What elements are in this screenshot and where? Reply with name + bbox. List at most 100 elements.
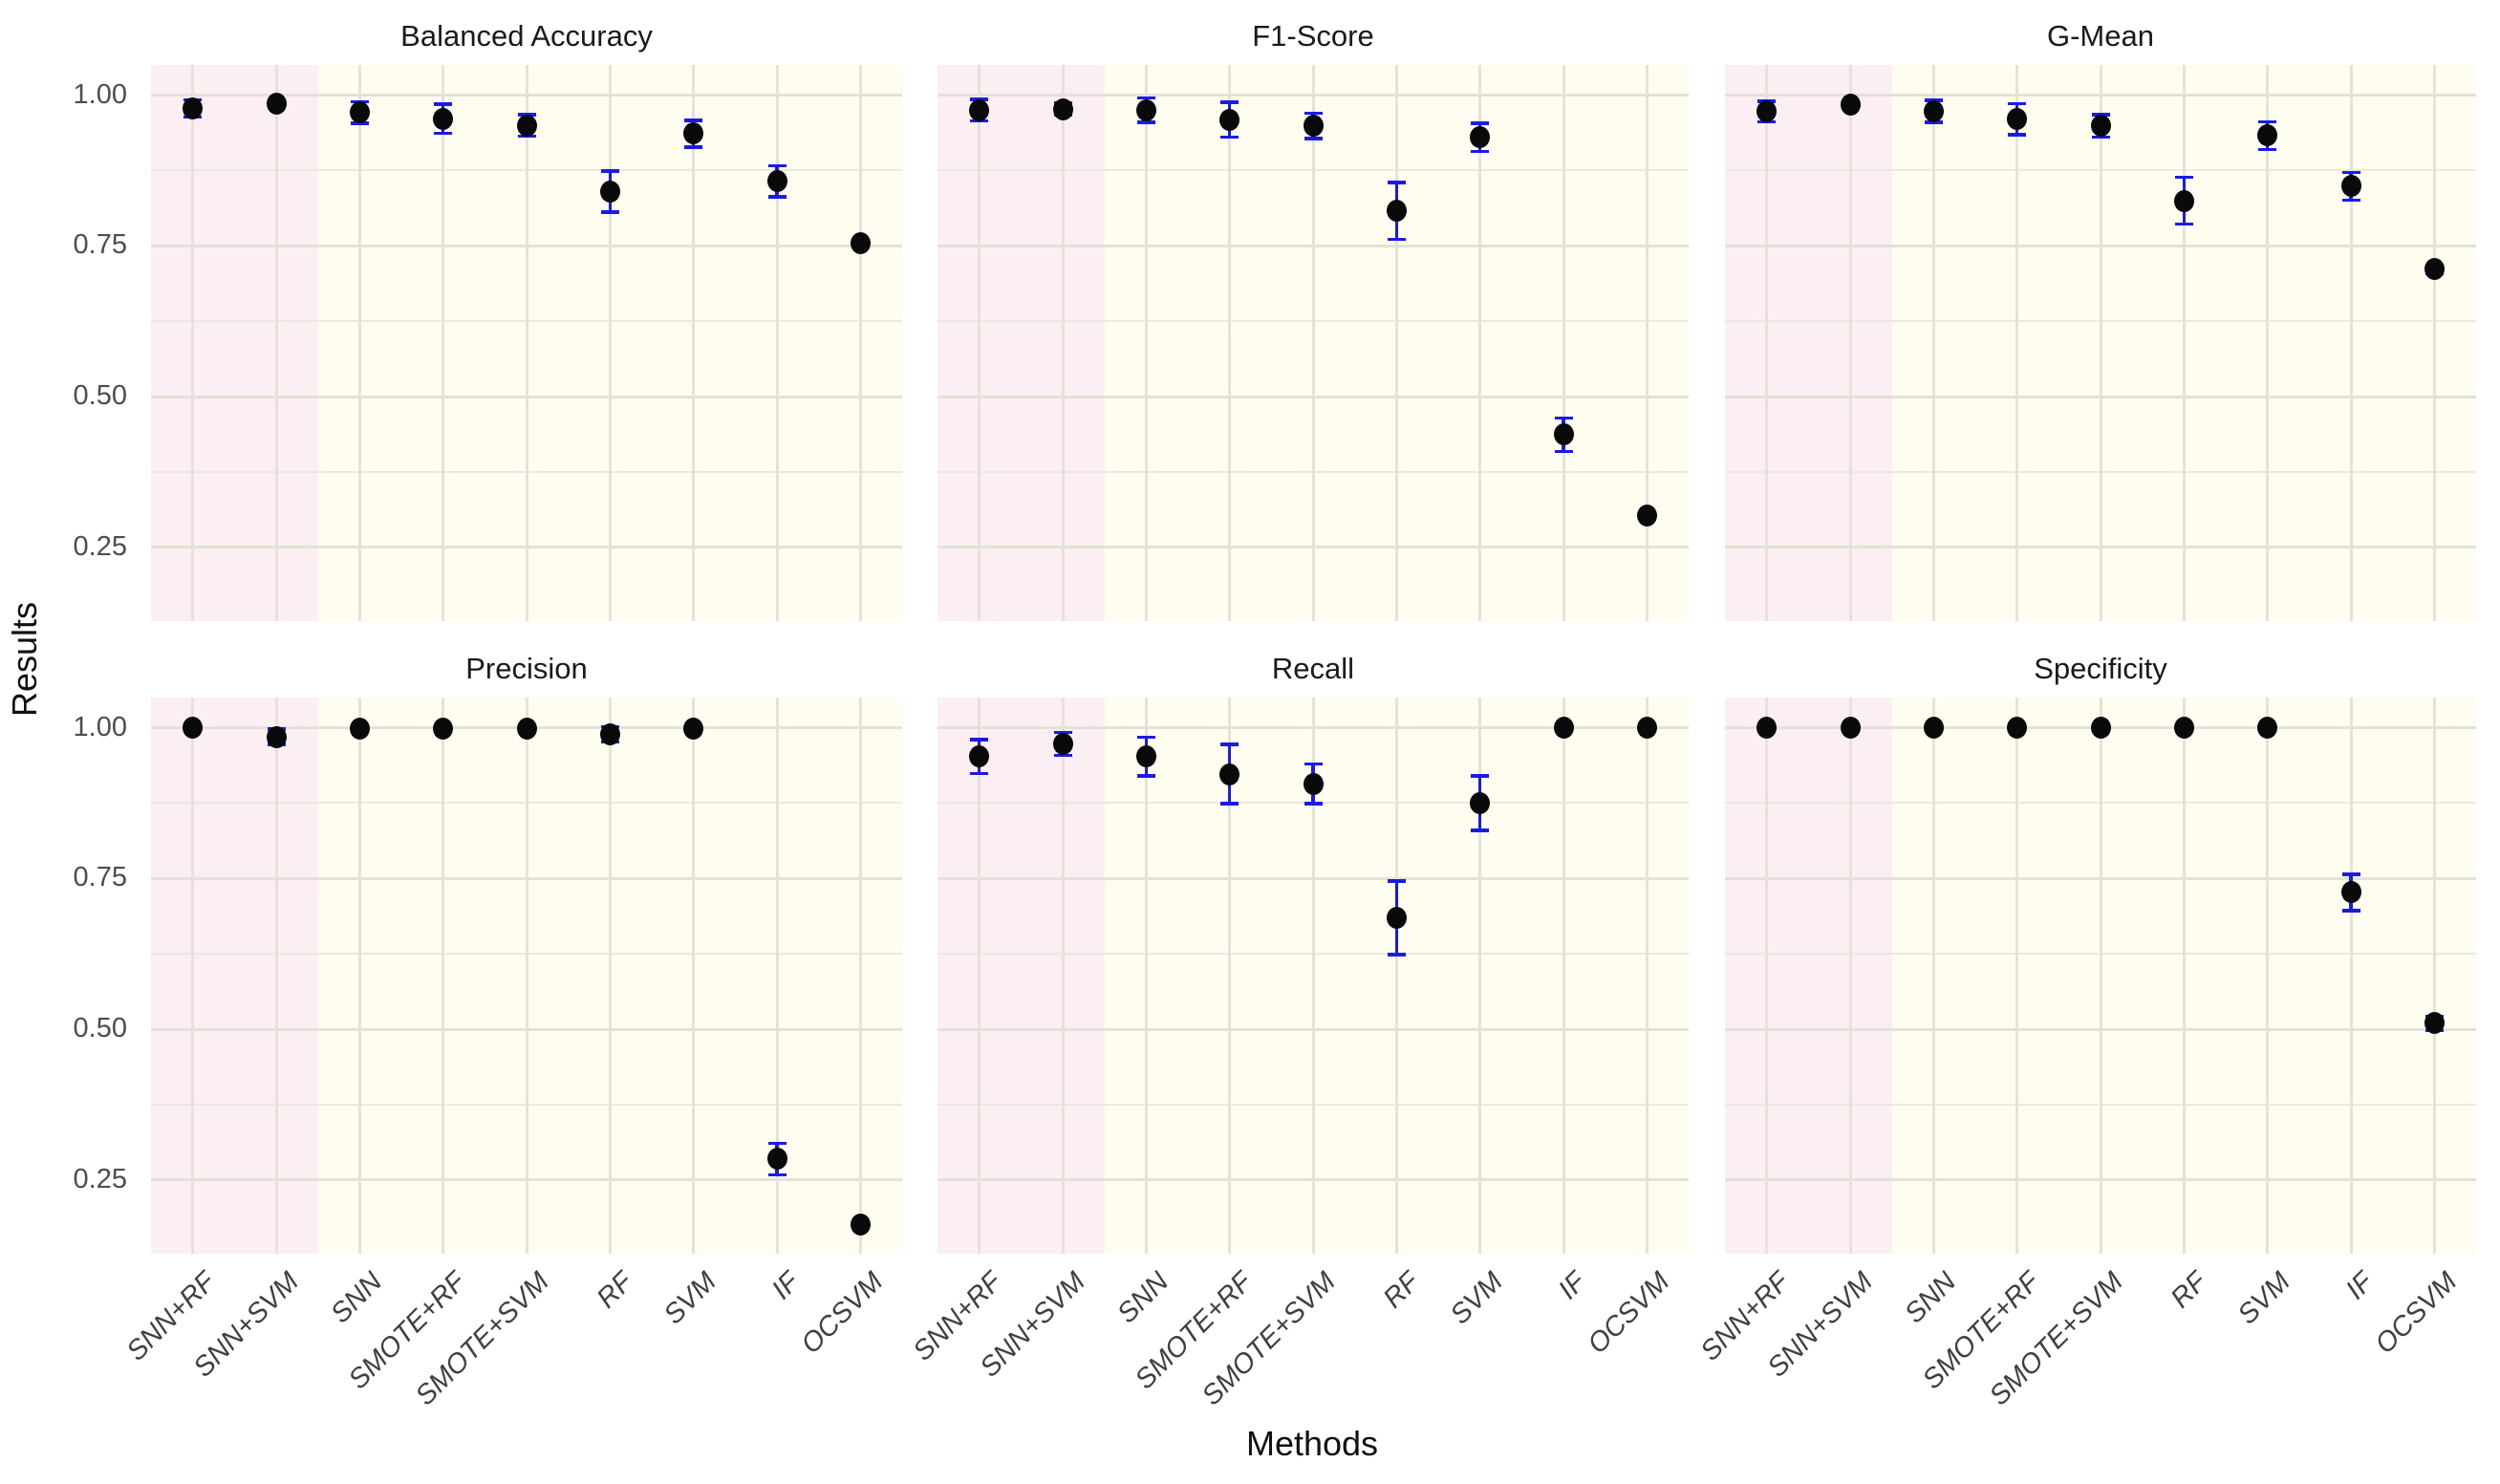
x-tick-label-if: IF <box>1553 1266 1592 1306</box>
error-bar-cap <box>1136 774 1155 778</box>
data-point-ocsvm <box>1636 717 1657 740</box>
data-point-svm <box>2257 124 2278 147</box>
gridline-category <box>2099 698 2102 1254</box>
error-bar-cap <box>1304 137 1323 140</box>
y-tick-label: 0.25 <box>73 1163 127 1194</box>
gridline-category <box>2182 65 2186 621</box>
gridline-category <box>608 698 612 1254</box>
error-bar-cap <box>1053 730 1072 735</box>
gridline-category <box>1394 698 1398 1254</box>
data-point-snn <box>1135 745 1156 768</box>
data-point-smote-svm <box>516 114 537 137</box>
error-bar-cap <box>970 771 989 776</box>
x-tick-label-svm: SVM <box>1444 1266 1509 1331</box>
error-bar-cap <box>350 121 369 125</box>
data-point-rf <box>1386 200 1407 223</box>
gridline-category <box>1848 698 1852 1254</box>
error-bar-cap <box>767 1172 787 1177</box>
x-axis-title: Methods <box>1245 1424 1379 1463</box>
error-bar-cap <box>2341 170 2360 175</box>
error-bar-cap <box>2341 872 2360 876</box>
y-tick-label: 1.00 <box>73 78 127 110</box>
error-bar-cap <box>1136 120 1155 124</box>
facet-panel-balanced-accuracy <box>151 65 902 621</box>
facet-title-balanced-accuracy: Balanced Accuracy <box>400 19 653 53</box>
highlight-band-pink <box>151 65 318 621</box>
data-point-rf <box>1386 906 1407 929</box>
x-tick-label-ocsvm: OCSVM <box>795 1266 890 1361</box>
x-tick-label-snn: SNN <box>1899 1266 1963 1330</box>
x-tick-label-ocsvm: OCSVM <box>2369 1266 2464 1361</box>
data-point-smote-rf <box>2007 717 2028 740</box>
data-point-if <box>2340 881 2361 904</box>
error-bar-cap <box>1220 742 1239 746</box>
gridline-category <box>442 65 445 621</box>
gridline-category <box>1228 65 1232 621</box>
data-point-rf <box>599 181 620 204</box>
gridline-category <box>1061 65 1065 621</box>
error-bar-cap <box>2091 135 2110 140</box>
error-bar-cap <box>1053 753 1072 758</box>
data-point-snn-svm <box>1840 717 1861 740</box>
data-point-smote-svm <box>2090 717 2111 740</box>
error-bar-cap <box>434 102 453 106</box>
gridline-category <box>1478 698 1482 1254</box>
gridline-category <box>1144 65 1148 621</box>
data-point-rf <box>599 723 620 745</box>
error-bar-cap <box>600 210 619 214</box>
gridline-category <box>442 698 445 1254</box>
x-tick-label-rf: RF <box>2165 1266 2213 1315</box>
gridline-category <box>1848 65 1852 621</box>
gridline-category <box>608 65 612 621</box>
error-bar-cap <box>2008 101 2027 106</box>
gridline-category <box>274 65 278 621</box>
error-bar-cap <box>767 195 787 199</box>
facet-panel-specificity <box>1725 698 2476 1254</box>
data-point-snn-rf <box>183 717 204 740</box>
data-point-smote-svm <box>1303 772 1324 795</box>
data-point-snn-rf <box>183 97 204 119</box>
error-bar-cap <box>1387 237 1406 242</box>
gridline-category <box>2266 65 2270 621</box>
gridline-category <box>978 698 981 1254</box>
y-tick-label: 0.50 <box>73 380 127 412</box>
data-point-smote-svm <box>1303 115 1324 138</box>
x-tick-label-rf: RF <box>1377 1266 1426 1315</box>
highlight-band-pink <box>938 698 1105 1254</box>
gridline-category <box>1931 698 1935 1254</box>
error-bar-cap <box>1387 181 1406 184</box>
data-point-if <box>1553 717 1574 740</box>
x-tick-label-svm: SVM <box>657 1266 722 1331</box>
gridline-category <box>2432 65 2436 621</box>
gridline-category <box>692 698 696 1254</box>
gridline-category <box>525 65 528 621</box>
facet-title-g-mean: G-Mean <box>2047 19 2154 53</box>
gridline-category <box>357 65 361 621</box>
gridline-category <box>1931 65 1935 621</box>
data-point-snn-svm <box>1840 93 1861 116</box>
data-point-snn-rf <box>1756 100 1778 123</box>
facet-panel-f1-score <box>938 65 1689 621</box>
data-point-ocsvm <box>2424 258 2445 281</box>
gridline-category <box>191 698 195 1254</box>
facet-panel-recall <box>938 698 1689 1254</box>
facet-title-specificity: Specificity <box>2034 652 2167 685</box>
data-point-snn-rf <box>1756 717 1778 740</box>
gridline-category <box>1144 698 1148 1254</box>
y-tick-label: 0.75 <box>73 862 127 893</box>
error-bar-cap <box>2258 119 2277 124</box>
data-point-smote-rf <box>433 718 454 741</box>
error-bar-cap <box>434 131 453 136</box>
data-point-snn <box>1135 98 1156 121</box>
data-point-ocsvm <box>850 232 871 255</box>
gridline-category <box>1311 65 1315 621</box>
error-bar-cap <box>1387 879 1406 883</box>
data-point-rf <box>2173 717 2194 740</box>
error-bar-cap <box>1471 149 1490 154</box>
error-bar-cap <box>1220 100 1239 104</box>
x-tick-label-if: IF <box>2340 1266 2380 1306</box>
data-point-if <box>766 170 787 193</box>
error-bar-cap <box>2008 133 2027 137</box>
data-point-rf <box>2173 189 2194 212</box>
gridline-category <box>2015 698 2019 1254</box>
